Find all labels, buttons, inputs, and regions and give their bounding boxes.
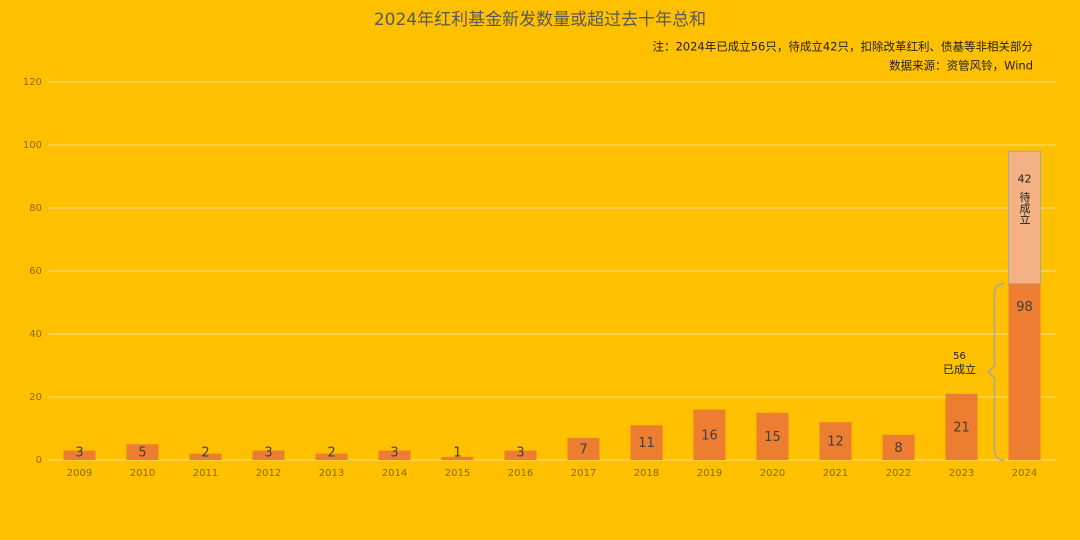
total-label: 98 (1016, 300, 1033, 315)
bar (567, 437, 600, 460)
data-label: 3 (75, 446, 83, 461)
bar (504, 450, 537, 460)
x-tick-label: 2018 (634, 468, 659, 479)
bar (756, 412, 789, 460)
bar (1008, 150, 1041, 285)
x-tick-label: 2012 (256, 468, 281, 479)
data-label: 15 (764, 430, 781, 445)
data-label: 3 (264, 446, 272, 461)
bar (63, 450, 96, 460)
data-label: 42 (1018, 172, 1032, 185)
data-label: 7 (579, 442, 587, 457)
x-tick-label: 2014 (382, 468, 407, 479)
data-label: 16 (701, 428, 718, 443)
data-label: 2 (327, 446, 335, 461)
data-label: 12 (827, 435, 844, 450)
bar (441, 456, 474, 460)
bar (693, 409, 726, 460)
data-label: 3 (390, 446, 398, 461)
bar (252, 450, 285, 460)
data-label: 3 (516, 446, 524, 461)
y-tick-label: 40 (29, 329, 42, 340)
x-tick-label: 2024 (1012, 468, 1037, 479)
bar (630, 425, 663, 460)
x-tick-label: 2010 (130, 468, 155, 479)
bracket (987, 282, 1005, 461)
y-tick-label: 0 (36, 455, 42, 466)
x-tick-label: 2017 (571, 468, 596, 479)
series-label: 已成立 (943, 362, 976, 376)
x-tick-label: 2020 (760, 468, 785, 479)
chart-title: 2024年红利基金新发数量或超过去十年总和 (374, 10, 706, 30)
y-tick-label: 80 (29, 203, 42, 214)
x-tick-label: 2019 (697, 468, 722, 479)
x-tick-label: 2015 (445, 468, 470, 479)
data-label: 11 (638, 436, 655, 451)
note: 注：2024年已成立56只，待成立42只，扣除改革红利、债基等非相关部分 (652, 40, 1033, 54)
x-tick-label: 2021 (823, 468, 848, 479)
data-label: 1 (453, 446, 461, 461)
bar (945, 393, 978, 460)
bar (1008, 283, 1041, 460)
x-tick-label: 2013 (319, 468, 344, 479)
data-label: 2 (201, 446, 209, 461)
bar (315, 453, 348, 460)
x-tick-label: 2016 (508, 468, 533, 479)
bar (378, 450, 411, 460)
data-label: 56 (953, 351, 966, 362)
x-tick-label: 2009 (67, 468, 92, 479)
bar (126, 444, 159, 460)
y-tick-label: 100 (23, 140, 42, 151)
series-label: 待成立 (1018, 190, 1031, 224)
bar (882, 434, 915, 460)
bar (189, 453, 222, 460)
y-tick-label: 20 (29, 392, 42, 403)
y-tick-label: 120 (23, 77, 42, 88)
data-label: 5 (138, 446, 146, 461)
x-tick-label: 2022 (886, 468, 911, 479)
y-tick-label: 60 (29, 266, 42, 277)
source: 数据来源：资管风铃，Wind (889, 59, 1033, 73)
bar (819, 422, 852, 460)
data-label: 21 (953, 420, 970, 435)
x-tick-label: 2023 (949, 468, 974, 479)
data-label: 8 (894, 441, 902, 456)
x-tick-label: 2011 (193, 468, 218, 479)
